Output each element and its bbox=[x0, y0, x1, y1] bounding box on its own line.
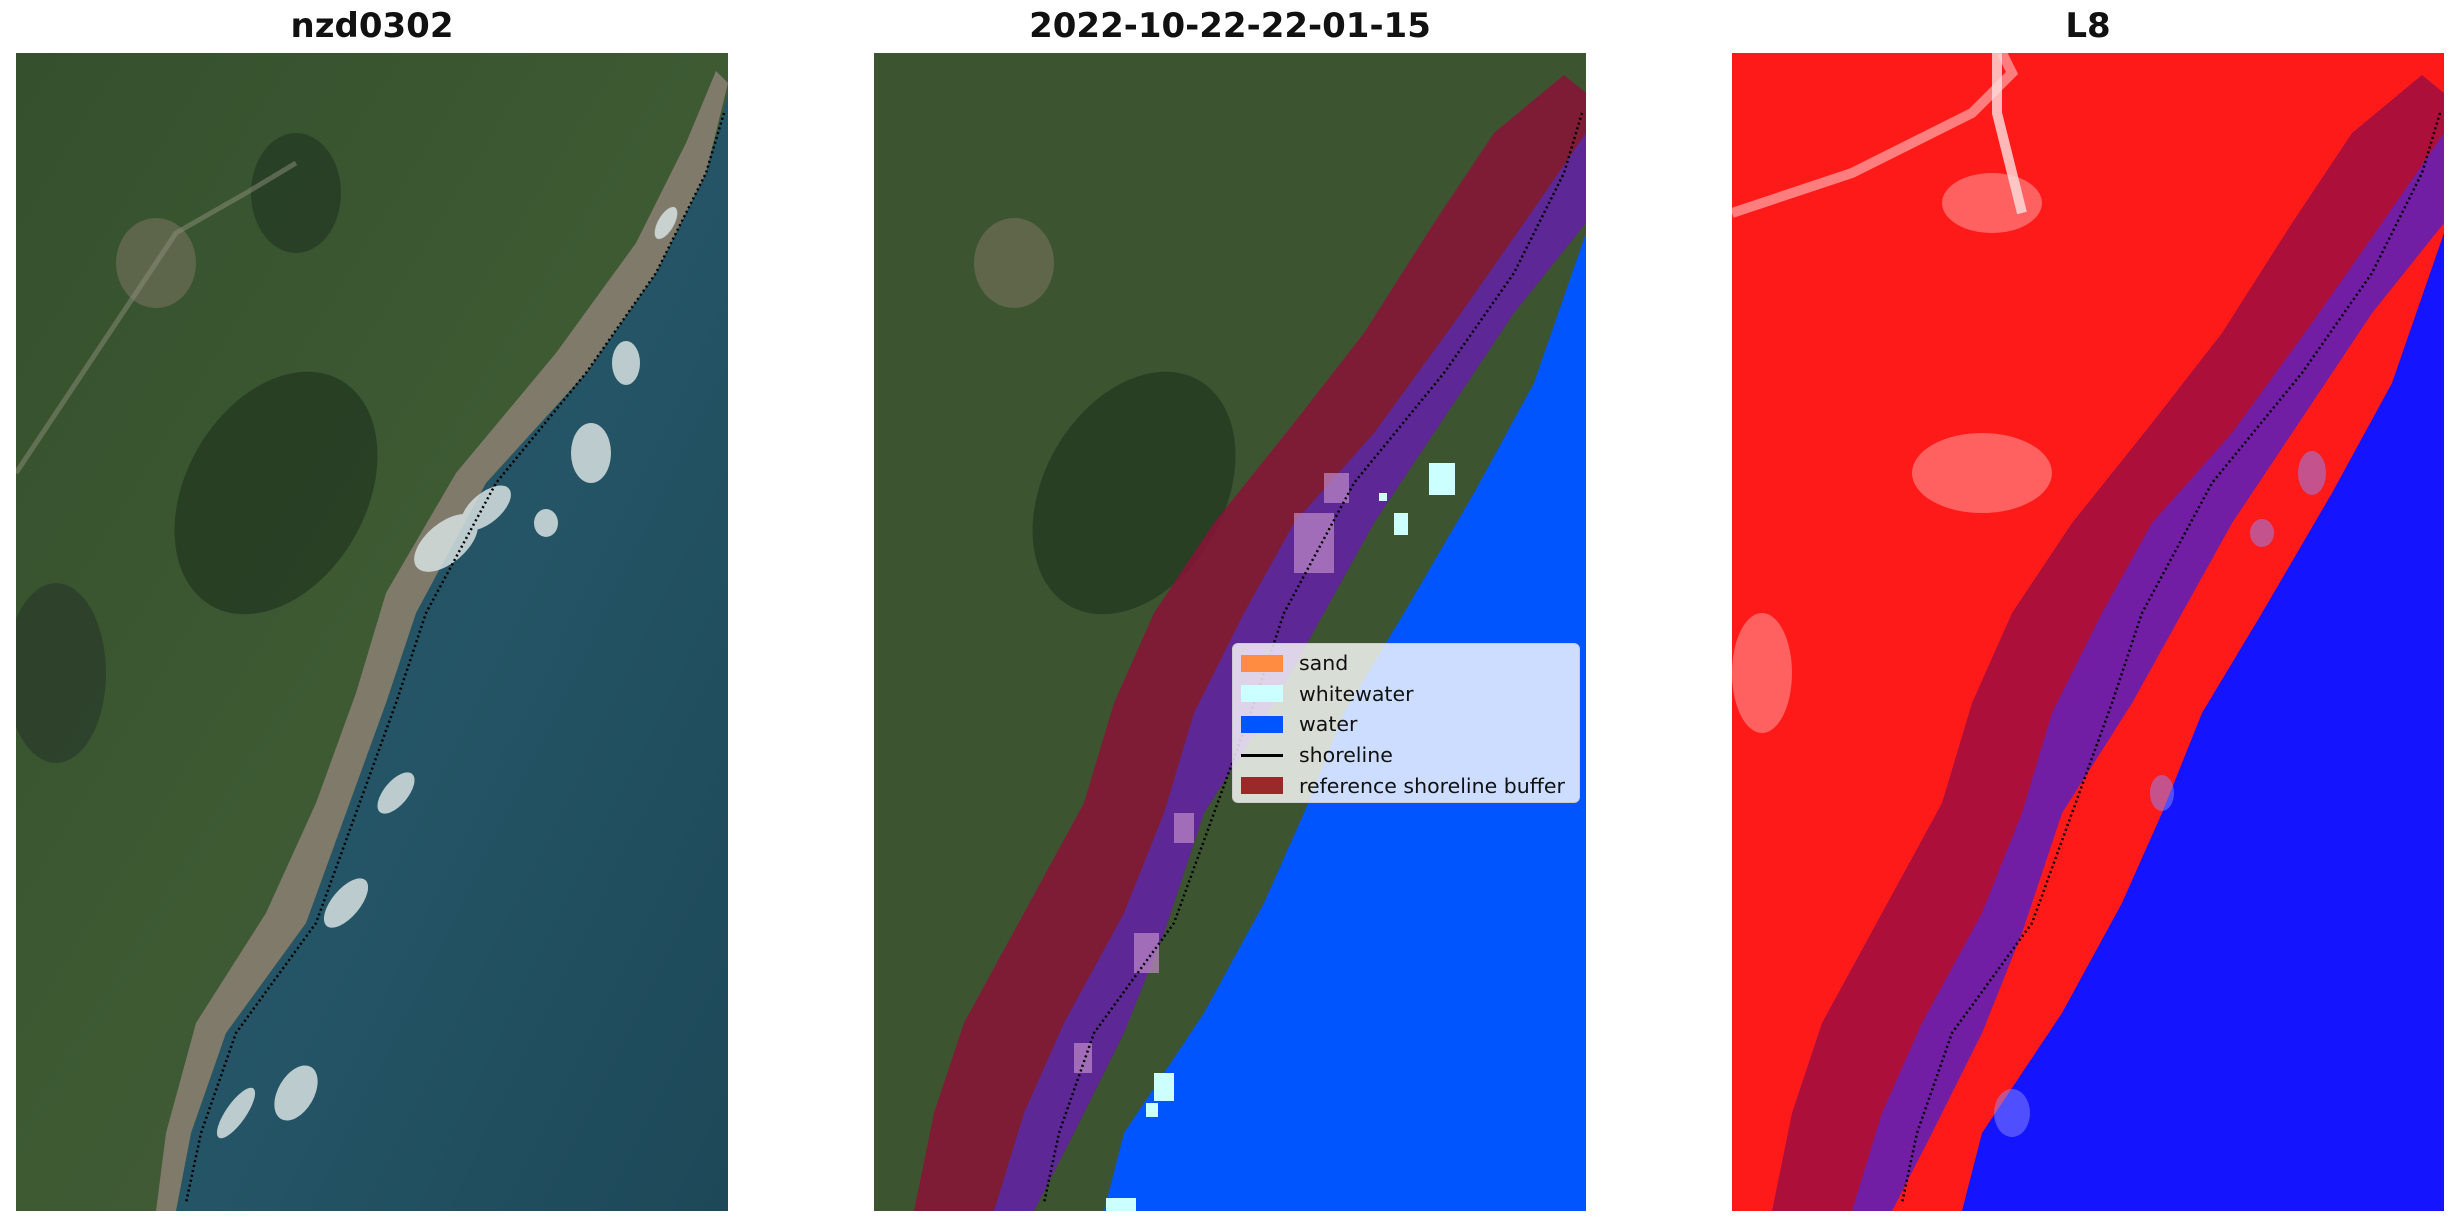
legend-item-water: water bbox=[1241, 709, 1579, 740]
classification-image bbox=[874, 53, 1586, 1211]
buffer-swatch bbox=[1241, 777, 1283, 795]
legend-label: sand bbox=[1299, 651, 1349, 676]
panel-title-rgb: nzd0302 bbox=[290, 6, 454, 46]
index-image bbox=[1732, 53, 2444, 1211]
legend-label: whitewater bbox=[1299, 681, 1414, 706]
legend-label: water bbox=[1299, 712, 1358, 737]
shoreline-swatch bbox=[1241, 753, 1283, 757]
rgb-satellite-image bbox=[16, 53, 728, 1211]
legend-label: shoreline bbox=[1299, 743, 1393, 768]
legend-item-buffer: reference shoreline buffer bbox=[1241, 770, 1579, 801]
legend-item-shoreline: shoreline bbox=[1241, 740, 1579, 771]
legend-item-sand: sand bbox=[1241, 648, 1579, 679]
sand-swatch bbox=[1241, 654, 1283, 672]
panel-title-classification: 2022-10-22-22-01-15 bbox=[1029, 6, 1431, 46]
water-swatch bbox=[1241, 715, 1283, 733]
panel-title-index: L8 bbox=[2065, 6, 2111, 46]
legend-label: reference shoreline buffer bbox=[1299, 773, 1565, 798]
legend: sand whitewater water shoreline referenc… bbox=[1232, 643, 1580, 803]
whitewater-swatch bbox=[1241, 685, 1283, 703]
legend-item-whitewater: whitewater bbox=[1241, 679, 1579, 710]
